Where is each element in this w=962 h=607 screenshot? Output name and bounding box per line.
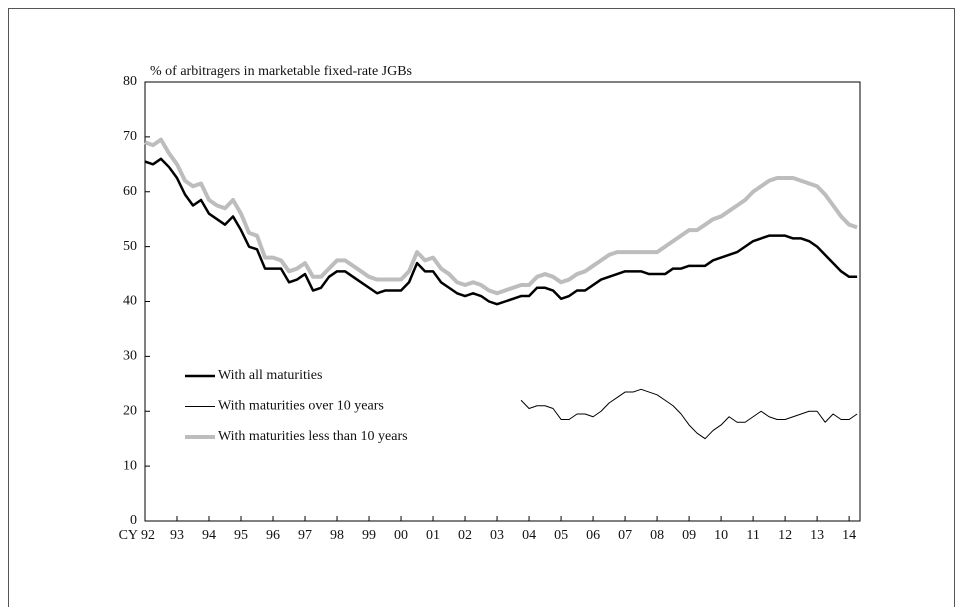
x-tick-label: 93 (170, 528, 184, 543)
x-tick-label: 95 (234, 528, 248, 543)
x-tick-label: 11 (746, 528, 759, 543)
x-tick-label: 98 (330, 528, 344, 543)
x-tick-label: 06 (586, 528, 600, 543)
y-tick-label: 40 (123, 294, 137, 309)
x-tick-label: 02 (458, 528, 472, 543)
y-tick-label: 70 (123, 129, 137, 144)
x-tick-label: 94 (202, 528, 216, 543)
x-tick-label: 01 (426, 528, 440, 543)
x-tick-label: 96 (266, 528, 280, 543)
x-tick-label: 08 (650, 528, 664, 543)
x-tick-label: 10 (714, 528, 728, 543)
x-tick-label: 04 (522, 528, 536, 543)
x-tick-label: CY 92 (119, 528, 155, 543)
legend-label: With all maturities (218, 368, 322, 383)
x-tick-label: 14 (842, 528, 856, 543)
x-tick-label: 13 (810, 528, 824, 543)
series-line (144, 157, 858, 306)
y-tick-label: 30 (123, 349, 137, 364)
y-tick-label: 20 (123, 403, 137, 418)
y-tick-label: 50 (123, 239, 137, 254)
x-tick-label: 97 (298, 528, 312, 543)
y-axis-label: % of arbitragers in marketable fixed-rat… (150, 64, 412, 79)
frame (8, 8, 955, 607)
legend-label: With maturities over 10 years (218, 399, 384, 414)
series-line (144, 137, 858, 296)
y-tick-label: 0 (130, 513, 137, 528)
x-tick-label: 03 (490, 528, 504, 543)
series-line (520, 388, 858, 440)
x-tick-label: 07 (618, 528, 632, 543)
x-tick-label: 12 (778, 528, 792, 543)
x-tick-label: 00 (394, 528, 408, 543)
x-tick-label: 09 (682, 528, 696, 543)
y-tick-label: 10 (123, 458, 137, 473)
y-tick-label: 80 (123, 74, 137, 89)
x-tick-label: 05 (554, 528, 568, 543)
legend-label: With maturities less than 10 years (218, 429, 408, 444)
y-tick-label: 60 (123, 184, 137, 199)
x-tick-label: 99 (362, 528, 376, 543)
